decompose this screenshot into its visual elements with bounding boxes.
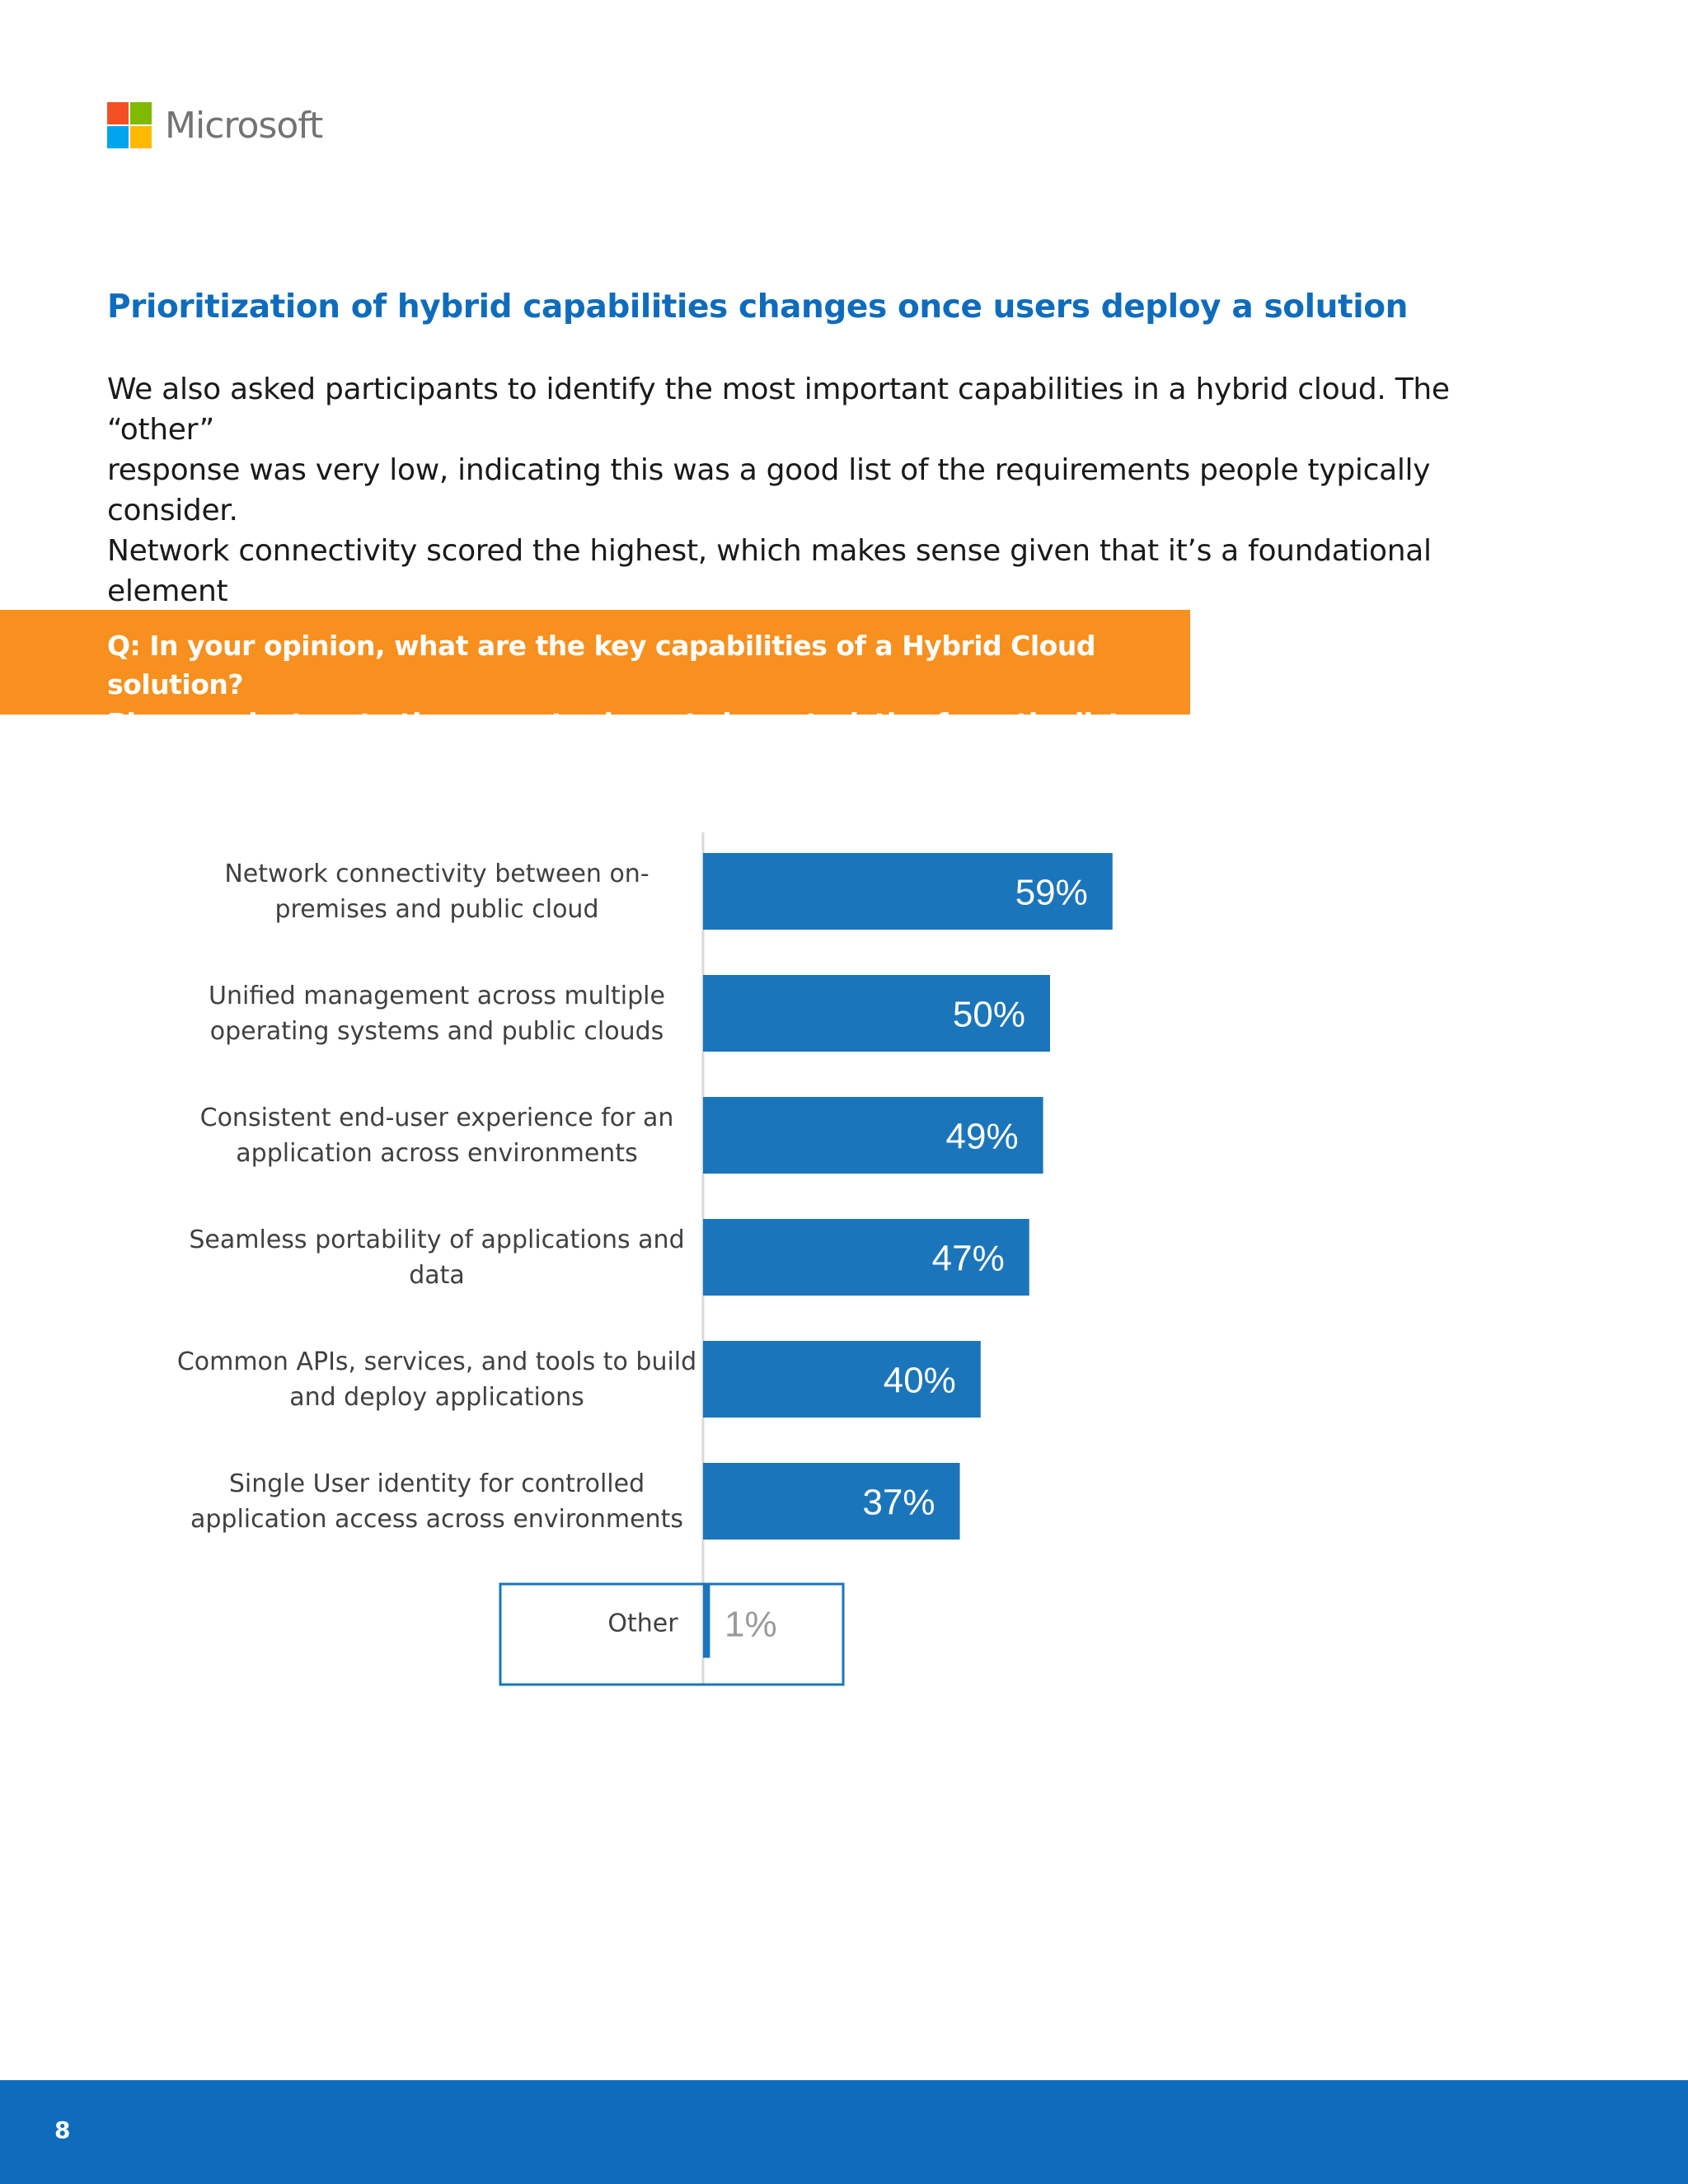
bar (703, 1097, 1043, 1174)
microsoft-logo-icon (107, 102, 152, 148)
page-number: 8 (54, 2116, 71, 2144)
category-label: Consistent end-user experience for an app… (200, 1104, 674, 1168)
section-heading: Prioritization of hybrid capabilities ch… (107, 288, 1408, 326)
bar (703, 1341, 981, 1418)
intro-line: Network connectivity scored the highest,… (107, 534, 1432, 608)
brand-name: Microsoft (165, 104, 323, 147)
intro-line: response was very low, indicating this w… (107, 453, 1431, 527)
question-text: Q: In your opinion, what are the key cap… (107, 626, 1190, 781)
microsoft-logo: Microsoft (107, 101, 323, 149)
question-line: Please select up to three most relevant … (107, 707, 1121, 778)
category-label: Other (607, 1610, 678, 1638)
data-label: 50% (953, 995, 1025, 1035)
bar (703, 853, 1113, 930)
data-label: 49% (946, 1117, 1019, 1157)
data-label: 1% (724, 1605, 777, 1645)
category-label: Single User identity for controlled appli… (190, 1469, 683, 1534)
bar (703, 1463, 960, 1540)
question-line: Q: In your opinion, what are the key cap… (107, 630, 1095, 701)
category-label: Common APIs, services, and tools to buil… (177, 1347, 696, 1412)
category-label: Unified management across multiple operat… (209, 982, 665, 1046)
category-label: Network connectivity between on-premises… (224, 860, 649, 924)
bar (703, 1583, 710, 1658)
data-label: 47% (932, 1239, 1005, 1279)
intro-line: We also asked participants to identify t… (107, 373, 1450, 447)
category-label: Seamless portability of applications and… (189, 1226, 684, 1290)
data-label: 40% (884, 1361, 956, 1401)
question-banner: Q: In your opinion, what are the key cap… (0, 610, 1190, 778)
highlight-box (499, 1582, 845, 1686)
page-footer: 8 (0, 2080, 1688, 2184)
bar (703, 1219, 1029, 1296)
capabilities-bar-chart: 59% Network connectivity between on-premi… (177, 832, 1113, 1686)
data-label: 37% (862, 1483, 935, 1523)
bar (703, 975, 1050, 1052)
data-label: 59% (1015, 873, 1088, 913)
